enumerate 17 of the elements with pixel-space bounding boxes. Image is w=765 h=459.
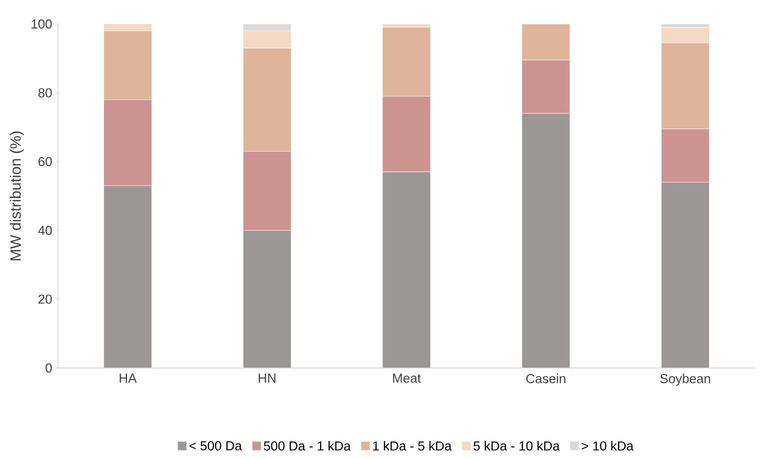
y-tick-label: 80	[38, 88, 52, 98]
x-tick-label: HA	[120, 374, 137, 383]
y-tick-label: 40	[38, 226, 52, 235]
legend-label: 5 kDa - 10 kDa	[474, 440, 560, 451]
y-tick-label: 100	[32, 19, 52, 29]
legend-label: < 500 Da	[189, 441, 242, 450]
legend-label: 500 Da - 1 kDa	[264, 440, 351, 451]
x-tick-label: Soybean	[660, 374, 710, 386]
y-tick-label: 20	[38, 294, 52, 304]
x-tick-label: Casein	[526, 374, 566, 384]
legend-label: > 10 kDa	[582, 440, 634, 451]
x-tick-label: Meat	[393, 374, 421, 383]
y-tick-label: 60	[38, 156, 52, 166]
legend-label: 1 kDa - 5 kDa	[373, 440, 452, 451]
y-axis-title: MW distribution (%)	[10, 132, 24, 260]
x-tick-label: HN	[258, 374, 276, 383]
y-tick-label: 0	[46, 363, 52, 373]
